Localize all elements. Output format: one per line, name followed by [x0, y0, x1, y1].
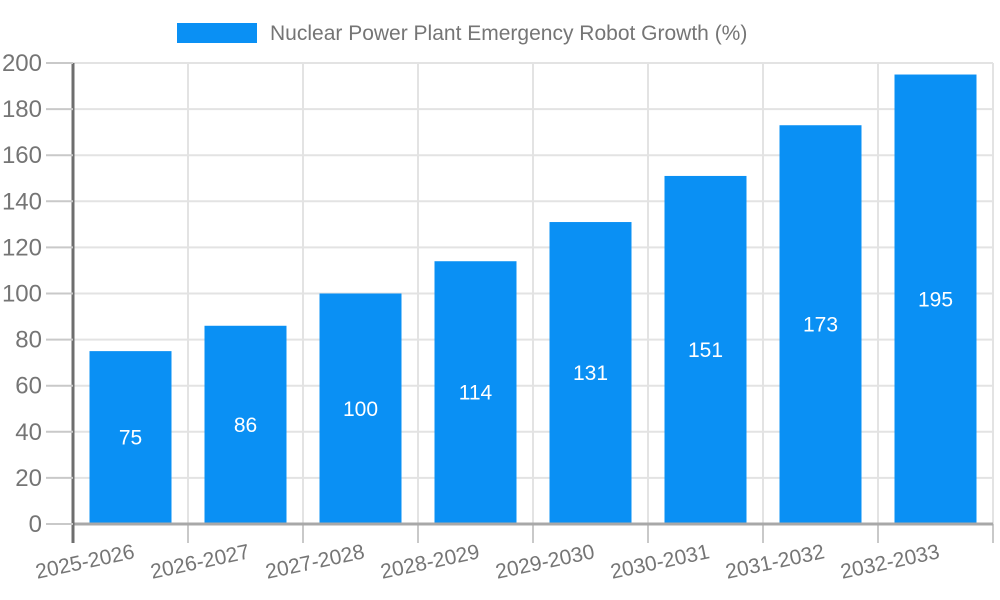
bar-2028-2029[interactable]: [434, 261, 517, 523]
x-tick-label: 2029-2030: [494, 540, 597, 583]
bar-value-label: 75: [119, 427, 142, 450]
bar-value-label: 100: [343, 398, 378, 421]
bar-2031-2032[interactable]: [779, 125, 862, 524]
y-tick-label: 100: [2, 281, 42, 308]
y-tick-label: 80: [15, 327, 42, 354]
y-tick-label: 0: [29, 511, 42, 538]
chart-title: Nuclear Power Plant Emergency Robot Grow…: [270, 22, 747, 45]
legend-item[interactable]: Nuclear Power Plant Emergency Robot Grow…: [177, 22, 747, 45]
bar-2032-2033[interactable]: [894, 74, 977, 524]
x-tick-label: 2027-2028: [264, 540, 367, 583]
bar-value-label: 151: [688, 339, 723, 362]
bar-value-label: 131: [573, 362, 608, 385]
x-tick-label: 2026-2027: [149, 540, 252, 583]
y-tick-label: 120: [2, 234, 42, 261]
x-tick-label: 2030-2031: [609, 540, 712, 583]
bar-2029-2030[interactable]: [549, 222, 632, 524]
x-tick-label: 2032-2033: [839, 540, 942, 583]
y-tick-label: 60: [15, 373, 42, 400]
x-tick-label: 2031-2032: [724, 540, 827, 583]
y-tick-label: 140: [2, 188, 42, 215]
x-tick-label: 2028-2029: [379, 540, 482, 583]
y-tick-label: 20: [15, 465, 42, 492]
legend-swatch-icon: [177, 23, 257, 43]
bar-value-label: 114: [459, 382, 493, 405]
bar-value-label: 195: [918, 288, 953, 311]
bar-2025-2026[interactable]: [89, 351, 172, 523]
bar-value-label: 86: [234, 414, 257, 437]
x-tick-label: 2025-2026: [34, 540, 137, 583]
y-tick-label: 200: [2, 50, 42, 77]
bar-2026-2027[interactable]: [204, 325, 287, 523]
bar-2027-2028[interactable]: [319, 293, 402, 524]
y-tick-label: 40: [15, 419, 42, 446]
y-tick-label: 160: [2, 142, 42, 169]
bar-value-label: 173: [803, 314, 838, 337]
bar-2030-2031[interactable]: [664, 175, 747, 523]
y-tick-label: 180: [2, 96, 42, 123]
